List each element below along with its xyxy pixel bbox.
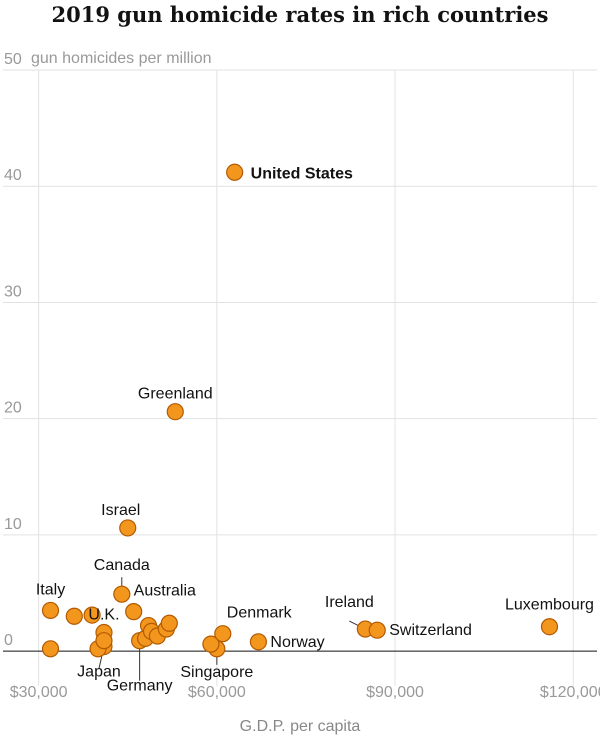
point-label-united-states: United States bbox=[251, 165, 353, 182]
point-label-ireland: Ireland bbox=[325, 594, 374, 611]
y-tick-label: 10 bbox=[4, 516, 22, 533]
data-point bbox=[83, 606, 101, 624]
data-point-luxembourg bbox=[540, 618, 559, 636]
data-point-canada bbox=[113, 585, 131, 603]
y-tick-label: 0 bbox=[4, 632, 13, 649]
x-tick-label: $120,000 bbox=[540, 684, 600, 701]
data-point-denmark bbox=[214, 625, 232, 643]
y-axis-label: gun homicides per million bbox=[31, 50, 212, 67]
point-label-denmark: Denmark bbox=[227, 605, 293, 622]
data-point-switzerland bbox=[368, 621, 386, 639]
y-tick-label: 50 bbox=[4, 51, 22, 68]
x-axis-label: G.D.P. per capita bbox=[240, 718, 361, 735]
point-label-israel: Israel bbox=[101, 502, 140, 519]
point-label-germany: Germany bbox=[107, 678, 173, 695]
y-tick-label: 30 bbox=[4, 283, 22, 300]
data-point-greenland bbox=[166, 403, 184, 421]
chart-title: 2019 gun homicide rates in rich countrie… bbox=[52, 2, 549, 27]
point-label-italy: Italy bbox=[36, 581, 65, 598]
x-tick-layer: $30,000 $60,000 $90,000 $120,000 bbox=[10, 684, 600, 701]
data-point-united-states bbox=[226, 163, 244, 181]
data-point bbox=[41, 640, 60, 658]
point-label-singapore: Singapore bbox=[180, 664, 253, 681]
x-tick-label: $90,000 bbox=[366, 684, 424, 701]
point-label-japan: Japan bbox=[77, 663, 121, 680]
x-tick-label: $60,000 bbox=[188, 684, 246, 701]
grid-layer: 50 40 30 20 10 0 bbox=[3, 51, 597, 686]
data-point bbox=[65, 607, 83, 625]
data-point bbox=[160, 614, 178, 632]
point-label-greenland: Greenland bbox=[138, 386, 213, 403]
y-tick-label: 40 bbox=[4, 167, 22, 184]
data-point bbox=[95, 632, 113, 650]
point-label-luxembourg: Luxembourg bbox=[505, 597, 594, 614]
data-point-australia bbox=[125, 603, 143, 621]
data-point-norway bbox=[249, 633, 268, 651]
point-label-switzerland: Switzerland bbox=[389, 622, 472, 639]
point-label-u-k: U.K. bbox=[88, 607, 119, 624]
point-label-australia: Australia bbox=[134, 583, 196, 600]
point-label-canada: Canada bbox=[94, 557, 150, 574]
data-point-israel bbox=[119, 519, 137, 537]
point-label-norway: Norway bbox=[270, 634, 324, 651]
y-tick-label: 20 bbox=[4, 400, 22, 417]
x-tick-label: $30,000 bbox=[10, 684, 68, 701]
label-layer: United States Greenland Israel Canada Austra… bbox=[36, 165, 594, 694]
data-point bbox=[202, 635, 220, 653]
dot-layer bbox=[41, 163, 559, 658]
data-point-italy bbox=[41, 601, 60, 620]
